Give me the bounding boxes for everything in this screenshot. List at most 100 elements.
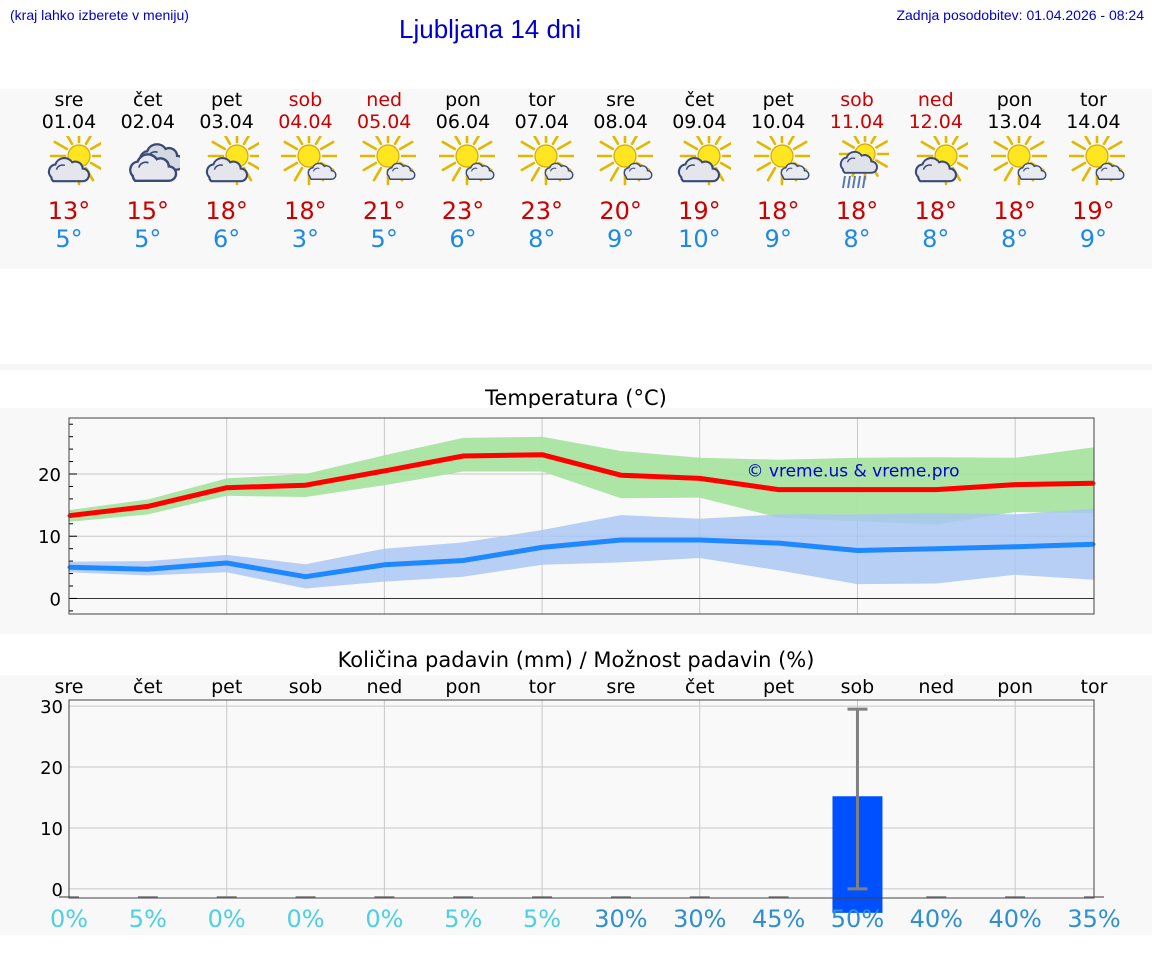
max-temperature: 13°: [47, 197, 91, 225]
max-temperature: 23°: [520, 197, 564, 225]
min-data-point: [855, 549, 859, 553]
sun-small-cloud-icon: [439, 136, 495, 186]
max-temperature: 20°: [599, 197, 642, 225]
y-tick-label: 0: [50, 589, 61, 610]
max-temperature: 18°: [835, 197, 879, 225]
min-temperature: 6°: [449, 225, 477, 253]
precip-probability: 0%: [50, 905, 88, 933]
max-data-point: [698, 476, 702, 480]
cloudy-icon: [128, 143, 180, 183]
min-temperature: 6°: [212, 225, 241, 253]
x-tick-label: tor: [529, 676, 556, 698]
min-temperature: 8°: [843, 225, 871, 253]
day-date: 09.04: [672, 111, 727, 133]
max-temperature-line: [68, 452, 1095, 519]
y-tick-label: 10: [38, 527, 61, 548]
precip-probability: 35%: [1067, 905, 1120, 933]
max-temperature: 21°: [362, 197, 406, 225]
last-updated: Zadnja posodobitev: 01.04.2026 - 08:24: [896, 7, 1144, 23]
min-data-point: [934, 547, 938, 551]
x-tick-label: sre: [606, 676, 635, 698]
precip-probability: 0%: [286, 905, 324, 933]
max-data-point: [934, 488, 938, 492]
min-data-point: [777, 541, 781, 545]
max-temperature: 19°: [678, 197, 721, 225]
day-name: tor: [1079, 89, 1107, 111]
x-tick-label: čet: [133, 676, 163, 698]
x-tick-label: pon: [997, 676, 1033, 698]
forecast-day: tor 07.04 23° 8°: [502, 89, 582, 269]
forecast-day: sre 08.04 20° 9°: [581, 89, 661, 269]
x-tick-label: pet: [211, 676, 242, 698]
min-data-point: [461, 558, 465, 562]
precip-probability: 5%: [129, 905, 167, 933]
day-name: čet: [684, 89, 715, 111]
precip-probability: 30%: [673, 905, 726, 933]
forecast-day: sob 11.04 18° 8°: [817, 89, 897, 269]
min-data-point: [1013, 545, 1017, 549]
precipitation-chart-panel: sre čet pet sob ned pon tor sre čet pet sob ned pon t…: [0, 675, 1152, 935]
x-tick-label: sob: [841, 676, 875, 698]
plot-area: [69, 700, 1094, 898]
plot-frame: [68, 417, 1095, 615]
x-tick-label: pon: [445, 676, 481, 698]
forecast-day: čet 02.04 15° 5°: [108, 89, 188, 269]
temperature-chart-title: Temperatura (°C): [485, 386, 667, 410]
precip-probability: 40%: [988, 905, 1041, 933]
day-name: ned: [366, 89, 403, 111]
min-temperature-line: [68, 537, 1095, 580]
sun-small-cloud-icon: [990, 136, 1047, 186]
day-date: 08.04: [593, 111, 648, 133]
day-date: 11.04: [829, 111, 885, 133]
day-date: 03.04: [199, 111, 254, 133]
page-header: (kraj lahko izberete v meniju) Ljubljana…: [0, 0, 1152, 60]
forecast-day: ned 12.04 18° 8°: [896, 89, 976, 269]
min-temperature: 8°: [922, 225, 950, 253]
max-temperature: 15°: [126, 197, 170, 225]
chart-watermark: © vreme.us & vreme.pro: [746, 461, 959, 481]
forecast-strip: sre 01.04 13° 5° čet 02.04 15° 5° pet 03.04 18°…: [0, 89, 1152, 269]
precip-probability: 5%: [523, 905, 561, 933]
day-name: sre: [54, 89, 84, 111]
max-data-point: [225, 486, 229, 490]
max-range-band: [69, 436, 1094, 525]
min-temperature: 5°: [370, 225, 398, 253]
day-name: sre: [606, 89, 636, 111]
day-name: pet: [762, 89, 794, 111]
section-divider: [0, 364, 1152, 370]
sun-cloud-icon: [914, 136, 968, 186]
page-title: Ljubljana 14 dni: [399, 14, 582, 44]
sun-small-cloud-icon: [754, 136, 811, 186]
forecast-day: ned 05.04 21° 5°: [344, 89, 424, 269]
min-data-point: [619, 538, 623, 542]
day-date: 12.04: [908, 111, 963, 133]
y-tick-label: 20: [40, 758, 63, 779]
forecast-day: pet 10.04 18° 9°: [738, 89, 818, 269]
max-data-point: [619, 473, 623, 477]
sun-small-cloud-icon: [360, 136, 417, 186]
forecast-day: sre 01.04 13° 5°: [29, 89, 109, 269]
day-name: tor: [528, 89, 556, 111]
max-temperature: 18°: [205, 197, 248, 225]
max-temperature: 23°: [441, 197, 485, 225]
y-tick-label: 10: [40, 819, 63, 840]
forecast-day: tor 14.04 19° 9°: [1053, 89, 1133, 269]
min-data-point: [698, 538, 702, 542]
sun-cloud-icon: [678, 136, 732, 186]
plot-frame: [68, 699, 1095, 899]
day-date: 14.04: [1066, 111, 1121, 133]
min-data-point: [540, 545, 544, 549]
day-date: 05.04: [356, 111, 412, 133]
max-data-point: [1013, 483, 1017, 487]
day-name: pon: [996, 89, 1033, 111]
day-name: sob: [288, 89, 323, 111]
max-data-point: [855, 488, 859, 492]
day-name: sob: [840, 89, 874, 111]
temperature-chart: 0 10 20 © vreme.us & vreme.pro: [38, 417, 1096, 615]
x-tick-label: tor: [1081, 676, 1108, 698]
location-hint-link[interactable]: (kraj lahko izberete v meniju): [10, 7, 189, 23]
x-tick-label: ned: [366, 676, 402, 698]
max-temperature: 18°: [284, 197, 327, 225]
min-range-band: [69, 508, 1094, 589]
day-date: 02.04: [120, 111, 175, 133]
